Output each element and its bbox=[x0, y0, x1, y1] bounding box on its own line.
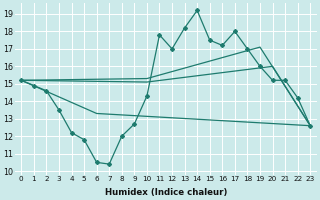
X-axis label: Humidex (Indice chaleur): Humidex (Indice chaleur) bbox=[105, 188, 227, 197]
